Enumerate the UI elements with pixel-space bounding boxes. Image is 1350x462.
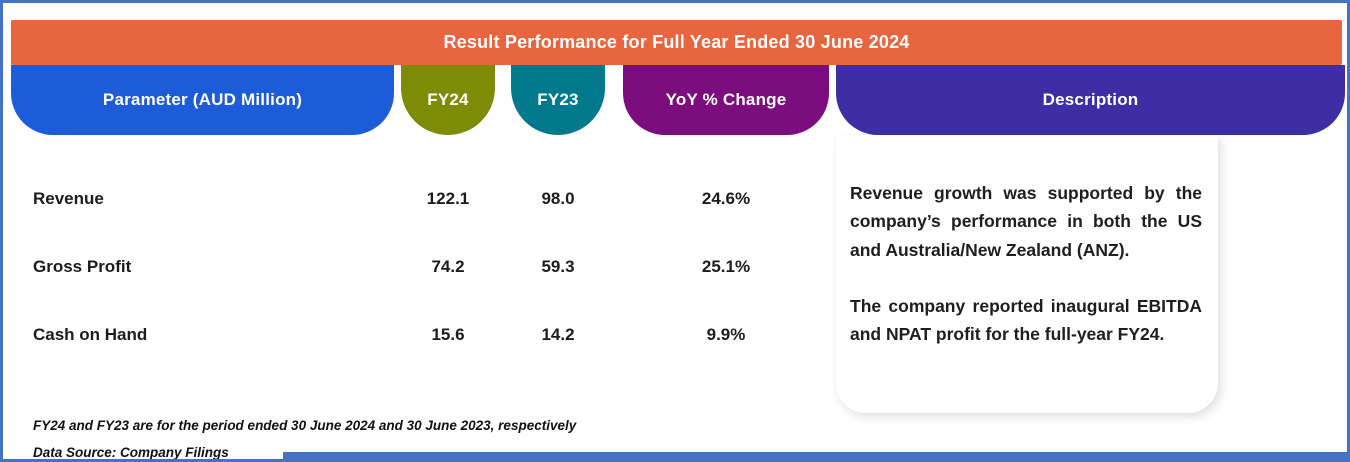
column-header-fy23: FY23 <box>511 65 605 135</box>
row-parameter-label: Revenue <box>33 189 104 208</box>
cell-yoy-value: 24.6% <box>701 189 751 208</box>
cell-fy23-value: 98.0 <box>541 189 575 208</box>
footnote-data-source: Data Source: Company Filings <box>33 445 229 460</box>
description-paragraph-1: Revenue growth was supported by the comp… <box>850 183 1202 260</box>
column-header-parameter: Parameter (AUD Million) <box>11 65 394 135</box>
cell-fy24-value: 122.1 <box>426 189 470 208</box>
cell-fy23-value: 14.2 <box>541 325 575 344</box>
column-header-fy23-label: FY23 <box>537 90 579 109</box>
cell-fy24-value: 74.2 <box>431 257 465 276</box>
column-header-fy24: FY24 <box>401 65 495 135</box>
cell-yoy-value: 25.1% <box>701 257 751 276</box>
column-header-yoy-change-label: YoY % Change <box>665 90 787 109</box>
description-card: Revenue growth was supported by the comp… <box>836 135 1218 413</box>
cell-fy23-value: 59.3 <box>541 257 575 276</box>
column-header-description: Description <box>836 65 1345 135</box>
column-header-parameter-label: Parameter (AUD Million) <box>102 90 303 109</box>
title-banner: Result Performance for Full Year Ended 3… <box>11 20 1342 65</box>
column-header-fy24-label: FY24 <box>427 90 469 109</box>
footnote-period: FY24 and FY23 are for the period ended 3… <box>33 418 577 433</box>
footnotes: FY24 and FY23 are for the period ended 3… <box>33 412 813 460</box>
column-header-yoy-change: YoY % Change <box>623 65 829 135</box>
table-row-gross-profit: Gross Profit 74.2 59.3 25.1% <box>3 252 836 282</box>
page-title: Result Performance for Full Year Ended 3… <box>443 32 910 52</box>
row-parameter-label: Cash on Hand <box>33 325 148 344</box>
row-parameter-label: Gross Profit <box>33 257 132 276</box>
bottom-accent-bar <box>283 452 1347 459</box>
cell-fy24-value: 15.6 <box>431 325 465 344</box>
column-header-description-label: Description <box>1042 90 1139 109</box>
table-row-revenue: Revenue 122.1 98.0 24.6% <box>3 184 836 214</box>
table-row-cash-on-hand: Cash on Hand 15.6 14.2 9.9% <box>3 320 836 350</box>
cell-yoy-value: 9.9% <box>706 325 746 344</box>
description-paragraph-2: The company reported inaugural EBITDA an… <box>850 296 1202 345</box>
